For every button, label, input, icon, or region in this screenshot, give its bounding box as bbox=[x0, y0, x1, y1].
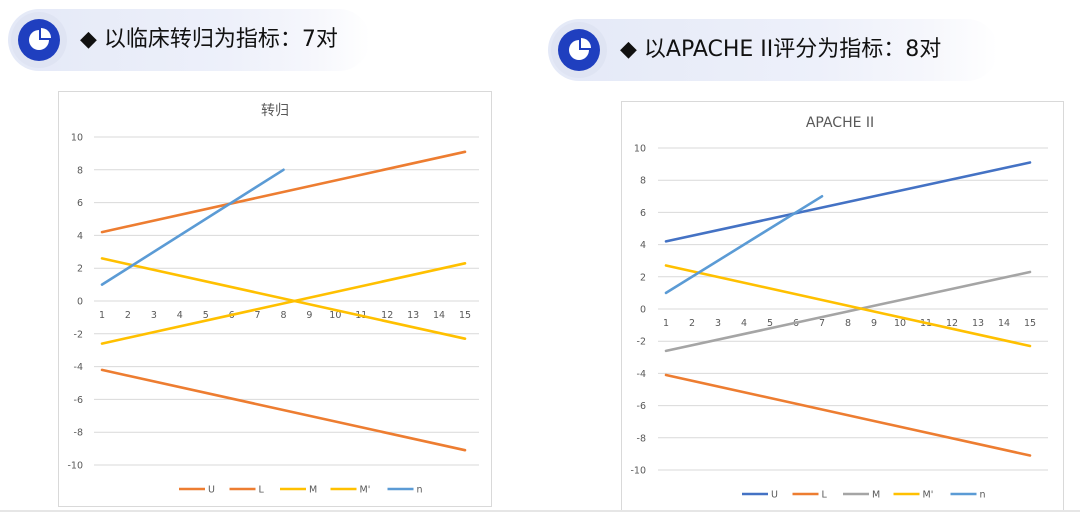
x-tick-label: 2 bbox=[125, 310, 131, 321]
y-tick-label: -8 bbox=[637, 433, 646, 444]
y-tick-label: -6 bbox=[637, 401, 646, 412]
x-tick-label: 8 bbox=[845, 318, 851, 329]
x-tick-label: 3 bbox=[715, 318, 721, 329]
series-line-Mprime bbox=[664, 264, 1032, 348]
chart-apache: APACHE II 10 8 6 4 2 0 -2 -4 -6 -8 -10 1 2 3 4 5 6 7 8 9 10 11… bbox=[621, 101, 1064, 512]
y-tick-label: -2 bbox=[74, 329, 83, 340]
y-tick-label: -8 bbox=[74, 428, 83, 439]
y-tick-label: 2 bbox=[640, 272, 646, 283]
x-tick-label: 4 bbox=[741, 318, 747, 329]
x-tick-label: 5 bbox=[203, 310, 209, 321]
y-tick-label: 6 bbox=[640, 208, 646, 219]
x-tick-label: 7 bbox=[819, 318, 825, 329]
legend-label: U bbox=[771, 490, 778, 501]
x-tick-label: 12 bbox=[946, 318, 958, 329]
series-line-M bbox=[100, 262, 467, 345]
y-tick-label: 6 bbox=[77, 198, 83, 209]
y-tick-label: -10 bbox=[630, 466, 646, 477]
x-tick-label: 13 bbox=[972, 318, 984, 329]
legend-label: n bbox=[417, 485, 423, 496]
y-tick-label: -4 bbox=[637, 369, 646, 380]
y-tick-label: 8 bbox=[77, 165, 83, 176]
legend-label: M' bbox=[923, 490, 934, 501]
series-line-U bbox=[100, 150, 467, 234]
series-line-n bbox=[100, 168, 285, 286]
y-tick-label: -2 bbox=[637, 337, 646, 348]
legend-label: L bbox=[259, 485, 265, 496]
legend-label: M' bbox=[360, 485, 371, 496]
y-tick-label: 0 bbox=[640, 305, 646, 316]
series-line-U bbox=[664, 161, 1032, 243]
y-tick-label: -6 bbox=[74, 395, 83, 406]
x-tick-label: 14 bbox=[998, 318, 1010, 329]
x-tick-label: 7 bbox=[255, 310, 261, 321]
x-tick-label: 4 bbox=[177, 310, 183, 321]
chart-title: APACHE II bbox=[806, 115, 874, 131]
x-tick-label: 3 bbox=[151, 310, 157, 321]
legend-label: M bbox=[872, 490, 880, 501]
legend-label: U bbox=[208, 485, 215, 496]
series-line-M bbox=[664, 270, 1032, 353]
right-section-banner: ◆ 以APACHE II评分为指标：8对 bbox=[548, 19, 998, 81]
y-tick-label: 4 bbox=[77, 231, 83, 242]
legend-label: n bbox=[980, 490, 986, 501]
series-line-L bbox=[664, 373, 1032, 457]
left-section-banner: ◆ 以临床转归为指标：7对 bbox=[8, 9, 370, 71]
x-tick-label: 14 bbox=[433, 310, 445, 321]
pie-chart-icon bbox=[11, 12, 67, 68]
left-section-title: ◆ 以临床转归为指标：7对 bbox=[80, 27, 338, 52]
series-line-n bbox=[664, 195, 824, 295]
y-tick-label: 4 bbox=[640, 240, 646, 251]
y-tick-label: 2 bbox=[77, 264, 83, 275]
x-tick-label: 15 bbox=[459, 310, 471, 321]
y-tick-label: -4 bbox=[74, 362, 83, 373]
legend-label: M bbox=[309, 485, 317, 496]
x-tick-label: 5 bbox=[767, 318, 773, 329]
x-tick-label: 12 bbox=[381, 310, 393, 321]
x-tick-label: 2 bbox=[689, 318, 695, 329]
x-tick-label: 10 bbox=[894, 318, 906, 329]
y-tick-label: 10 bbox=[71, 133, 83, 144]
x-tick-label: 8 bbox=[280, 310, 286, 321]
x-tick-label: 1 bbox=[663, 318, 669, 329]
pie-chart-icon bbox=[551, 22, 607, 78]
y-tick-label: 0 bbox=[77, 297, 83, 308]
x-tick-label: 10 bbox=[329, 310, 341, 321]
x-tick-label: 1 bbox=[99, 310, 105, 321]
x-tick-label: 15 bbox=[1024, 318, 1036, 329]
series-line-L bbox=[100, 368, 467, 452]
x-tick-label: 13 bbox=[407, 310, 419, 321]
right-section-title: ◆ 以APACHE II评分为指标：8对 bbox=[620, 37, 942, 62]
series-line-Mprime bbox=[100, 257, 467, 340]
y-tick-label: 8 bbox=[640, 176, 646, 187]
y-tick-label: -10 bbox=[67, 461, 83, 472]
chart-title: 转归 bbox=[261, 102, 289, 119]
x-tick-label: 9 bbox=[306, 310, 312, 321]
legend-label: L bbox=[822, 490, 828, 501]
divider bbox=[0, 510, 1080, 512]
y-tick-label: 10 bbox=[634, 144, 646, 155]
chart-outcome: 转归 10 8 6 4 2 0 -2 -4 -6 -8 -10 1 2 3 4 5 6 7 8 9 10 11 12 13 14 1… bbox=[58, 91, 492, 507]
x-tick-label: 9 bbox=[871, 318, 877, 329]
